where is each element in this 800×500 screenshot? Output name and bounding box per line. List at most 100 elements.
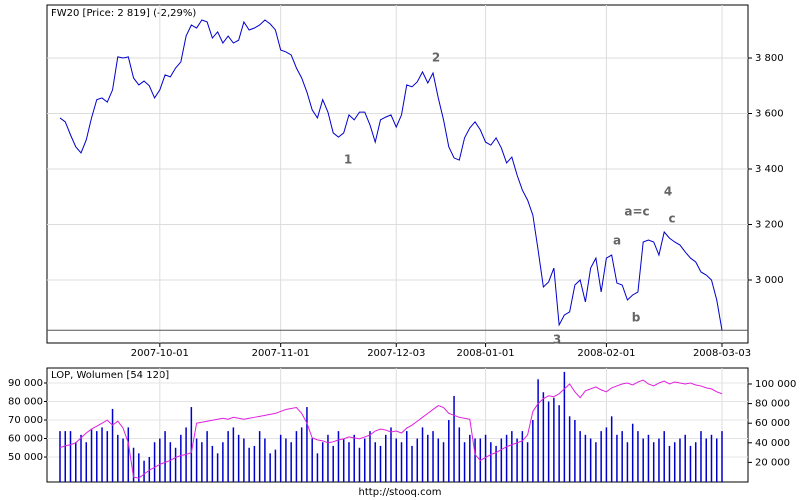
volume-bar <box>568 416 571 482</box>
volume-bar <box>416 438 419 482</box>
volume-bar <box>342 438 345 482</box>
volume-bar <box>290 442 292 482</box>
y-tick-label: 90 000 <box>8 378 43 389</box>
volume-bar <box>64 431 67 482</box>
annotation: 2 <box>432 51 440 65</box>
volume-bar <box>332 445 334 482</box>
volume-bar <box>658 438 660 482</box>
volume-bar <box>358 447 361 482</box>
x-tick-label: 2008-03-03 <box>693 348 751 359</box>
volume-bar <box>400 442 403 482</box>
volume-bar <box>663 431 665 482</box>
volume-bar <box>300 427 303 482</box>
volume-bar <box>363 438 366 482</box>
volume-bar <box>321 442 324 482</box>
volume-bar <box>532 420 534 482</box>
volume-bar <box>390 427 392 482</box>
volume-bar <box>132 447 135 482</box>
volume-bar <box>211 445 214 482</box>
volume-bar <box>584 434 587 482</box>
volume-bar <box>101 427 103 482</box>
volume-bar <box>316 453 319 482</box>
volume-bar <box>59 431 61 482</box>
volume-bar <box>306 407 308 482</box>
volume-bar <box>327 434 329 482</box>
annotation: b <box>632 311 641 325</box>
annotation: a <box>613 234 621 248</box>
volume-bar <box>563 371 566 482</box>
volume-bar <box>574 420 576 482</box>
volume-title: LOP, Wolumen [54 120] <box>51 370 169 381</box>
volume-bar <box>174 447 177 482</box>
volume-bar <box>715 438 718 482</box>
y-tick-label: 3 600 <box>755 109 784 120</box>
volume-bar <box>469 434 471 482</box>
volume-bar <box>269 453 271 482</box>
volume-bar <box>117 434 119 482</box>
volume-bar <box>243 438 245 482</box>
volume-bar <box>427 434 429 482</box>
volume-bar <box>222 442 224 482</box>
volume-bar <box>80 434 82 482</box>
x-tick-label: 2008-02-01 <box>577 348 635 359</box>
volume-bar <box>595 442 597 482</box>
volume-bar <box>579 431 581 482</box>
volume-bar <box>442 442 445 482</box>
y-tick-label: 3 000 <box>755 275 784 286</box>
volume-bar <box>600 431 602 482</box>
volume-bar <box>637 431 639 482</box>
x-tick-label: 2007-12-03 <box>367 348 425 359</box>
volume-bar <box>311 438 313 482</box>
volume-bar <box>621 431 623 482</box>
y-tick-label: 3 200 <box>755 220 784 231</box>
volume-bar <box>437 438 440 482</box>
volume-bar <box>547 401 550 482</box>
volume-bar <box>374 442 376 482</box>
volume-bar <box>190 407 193 482</box>
volume-bar <box>474 438 476 482</box>
volume-bar <box>610 416 613 482</box>
volume-bar <box>432 431 434 482</box>
volume-bar <box>542 392 545 482</box>
price-line <box>59 19 723 331</box>
volume-bar <box>379 445 382 482</box>
volume-bar <box>458 427 461 482</box>
volume-bar <box>75 442 77 482</box>
y-tick-label: 70 000 <box>8 415 43 426</box>
annotation: a=c <box>624 205 649 219</box>
volume-bar <box>490 442 492 482</box>
volume-bar <box>138 453 140 482</box>
volume-bar <box>227 431 229 482</box>
y2-tick-label: 100 000 <box>755 379 796 390</box>
volume-bar <box>195 438 198 482</box>
volume-bar <box>143 460 145 482</box>
volume-bar <box>285 438 287 482</box>
y-tick-label: 50 000 <box>8 452 43 463</box>
volume-bar <box>505 434 508 482</box>
volume-bar <box>69 431 72 482</box>
volume-bar <box>631 423 634 482</box>
price-title: FW20 [Price: 2 819] (-2,29%) <box>51 8 196 19</box>
y-tick-label: 3 800 <box>755 53 784 64</box>
volume-bar <box>589 438 592 482</box>
volume-bar <box>710 434 713 482</box>
open-interest-line <box>59 379 723 479</box>
volume-bar <box>264 438 266 482</box>
y2-tick-label: 40 000 <box>755 438 790 449</box>
volume-bar <box>337 431 340 482</box>
volume-bar <box>206 431 208 482</box>
x-tick-label: 2007-10-01 <box>131 348 189 359</box>
volume-bar <box>148 457 151 482</box>
annotation: 1 <box>344 153 352 167</box>
volume-bar <box>526 442 529 482</box>
volume-bar <box>237 434 240 482</box>
volume-bar <box>369 431 371 482</box>
volume-bar <box>537 379 539 482</box>
volume-bar <box>153 442 156 482</box>
annotation: c <box>668 212 675 226</box>
volume-bar <box>258 431 261 482</box>
volume-bar <box>90 429 93 482</box>
volume-bar <box>668 445 671 482</box>
volume-bar <box>705 438 707 482</box>
